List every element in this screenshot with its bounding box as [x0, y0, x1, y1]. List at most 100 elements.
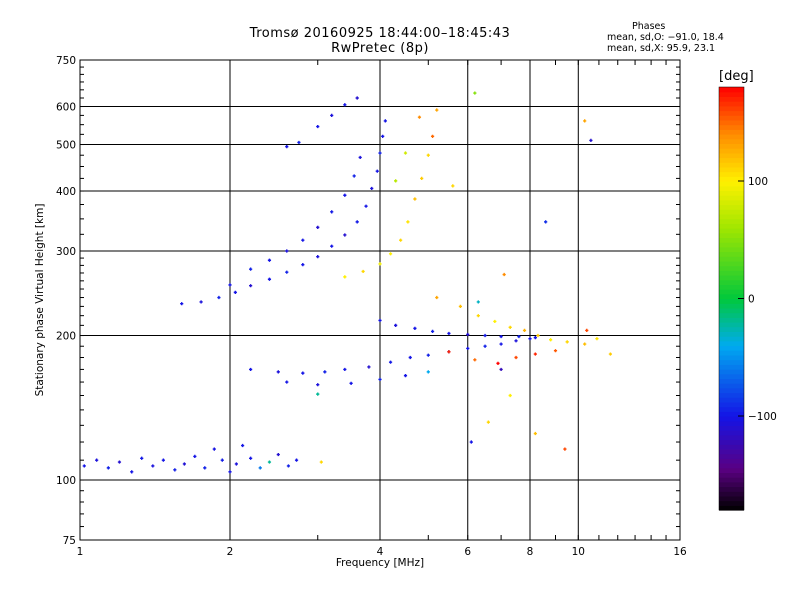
data-point [228, 283, 232, 287]
data-point [394, 323, 398, 327]
data-point [203, 466, 207, 470]
x-tick-label: 2 [227, 546, 234, 558]
data-point [426, 153, 430, 157]
colorbar-segment [719, 491, 744, 497]
colorbar-segment [719, 87, 744, 93]
colorbar-segment [719, 411, 744, 417]
y-tick-label: 400 [56, 186, 76, 198]
colorbar-segment [719, 486, 744, 492]
data-point [375, 169, 379, 173]
colorbar-segment [719, 181, 744, 187]
data-point [212, 447, 216, 451]
data-point [466, 332, 470, 337]
colorbar-segment [719, 378, 744, 384]
colorbar-segment [719, 284, 744, 290]
data-point [95, 458, 99, 462]
colorbar-segment [719, 176, 744, 182]
colorbar-segment [719, 397, 744, 403]
colorbar-segment [719, 199, 744, 206]
colorbar-segment [719, 448, 744, 455]
data-point [426, 370, 430, 374]
colorbar-segment [719, 444, 744, 450]
colorbar-segment [719, 430, 744, 436]
colorbar-segment [719, 359, 744, 365]
data-point [585, 328, 589, 332]
data-point [233, 290, 237, 294]
data-point [343, 275, 347, 279]
phase-stats-o-mode: mean, sd,O: −91.0, 18.4 [607, 32, 724, 43]
data-point [173, 468, 177, 472]
colorbar-segment [719, 369, 744, 375]
data-point [595, 337, 599, 341]
colorbar-segment [719, 303, 744, 309]
data-point [533, 352, 537, 356]
y-tick-label: 300 [56, 246, 76, 258]
colorbar-segment [719, 317, 744, 323]
chart-title: Tromsø 20160925 18:44:00–18:45:43 [249, 26, 511, 41]
data-point [294, 458, 299, 462]
colorbar-segment [719, 481, 744, 488]
data-point [316, 383, 320, 387]
colorbar-segment [719, 340, 744, 347]
colorbar-segment [719, 275, 744, 281]
colorbar-segment [719, 218, 744, 224]
data-point [301, 238, 305, 242]
data-point [217, 295, 221, 300]
data-point [285, 249, 289, 253]
data-point [417, 115, 422, 119]
colorbar-segment [719, 129, 744, 135]
data-point [330, 113, 334, 117]
y-tick-label: 500 [56, 140, 76, 152]
data-point [316, 392, 320, 396]
plot-frame [79, 59, 681, 541]
y-tick-label: 100 [56, 475, 76, 487]
data-point [182, 462, 186, 466]
colorbar-segment [719, 373, 744, 379]
data-point [249, 367, 253, 372]
data-point [220, 458, 224, 462]
colorbar-segment [719, 500, 744, 506]
data-point [502, 272, 506, 277]
data-point [323, 370, 327, 374]
data-point [483, 344, 487, 348]
colorbar-segment [719, 472, 744, 478]
colorbar-segment [719, 162, 744, 168]
x-tick-label: 4 [377, 546, 384, 558]
data-point [367, 365, 371, 369]
data-point [499, 367, 503, 372]
data-point [536, 333, 540, 338]
data-point [106, 466, 110, 470]
colorbar-segment [719, 101, 744, 107]
data-point [352, 174, 356, 178]
data-point [297, 140, 301, 145]
colorbar-segment [719, 213, 744, 220]
data-point [267, 460, 272, 464]
x-tick-label: 8 [527, 546, 534, 558]
colorbar-segment [719, 228, 744, 234]
data-point [249, 456, 253, 460]
colorbar-segment [719, 124, 744, 130]
data-point [378, 151, 382, 155]
data-point [388, 360, 393, 364]
data-point [370, 186, 374, 191]
colorbar-segment [719, 209, 744, 215]
y-axis-label: Stationary phase Virtual Height [km] [34, 203, 46, 397]
colorbar-segment [719, 242, 744, 248]
colorbar-segment [719, 495, 744, 502]
colorbar-segment [719, 143, 744, 149]
data-point [499, 342, 503, 346]
data-point [493, 319, 497, 324]
colorbar-segment [719, 307, 744, 314]
colorbar-segment [719, 463, 744, 469]
colorbar-segment [719, 350, 744, 356]
colorbar-segment [719, 270, 744, 276]
data-point [447, 331, 451, 336]
colorbar-segment [719, 392, 744, 398]
data-point [378, 318, 382, 323]
colorbar-segment [719, 148, 744, 154]
data-point [381, 134, 385, 138]
data-point [469, 440, 473, 444]
data-point [413, 197, 417, 201]
data-point [451, 184, 455, 188]
